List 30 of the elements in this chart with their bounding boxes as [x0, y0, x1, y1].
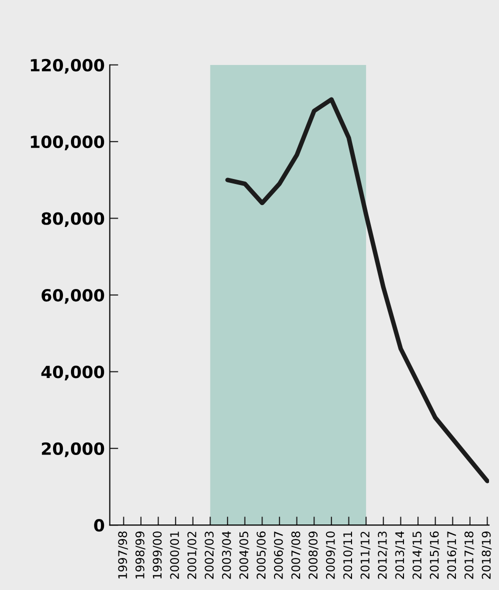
x-tick-label: 2016/17 — [447, 532, 458, 579]
x-tick-label: 2006/07 — [274, 532, 284, 579]
x-tick-label: 2009/10 — [326, 531, 336, 579]
x-tick-label: 2001/02 — [187, 532, 198, 579]
x-tick-label: 2000/01 — [170, 532, 180, 579]
x-tick-label: 2007/08 — [291, 531, 302, 579]
y-tick-label: 100,000 — [30, 136, 104, 150]
x-tick-label: 1998/99 — [135, 531, 146, 578]
y-tick-label: 120,000 — [30, 58, 104, 74]
x-tick-label: 1999/00 — [152, 531, 163, 578]
y-tick-label: 40,000 — [41, 366, 104, 380]
x-tick-label: 2012/13 — [378, 532, 388, 579]
y-tick-label: 80,000 — [42, 212, 104, 227]
x-tick-label: 2017/18 — [464, 531, 474, 579]
x-tick-label: 2004/05 — [239, 532, 250, 579]
y-tick-label: 60,000 — [42, 288, 104, 304]
x-tick-label: 2014/15 — [412, 532, 422, 579]
x-tick-label: 2002/03 — [204, 532, 215, 579]
x-tick-label: 1997/98 — [118, 531, 128, 578]
x-tick-label: 2008/09 — [308, 531, 318, 579]
x-tick-label: 2003/04 — [222, 531, 232, 579]
x-tick-label: 2018/19 — [482, 531, 492, 579]
y-tick-label: 20,000 — [42, 442, 104, 458]
x-tick-label: 2010/11 — [343, 532, 354, 579]
line-series — [225, 97, 490, 484]
y-tick-label: 0 — [94, 519, 104, 532]
x-tick-label: 2015/16 — [430, 531, 440, 579]
x-tick-label: 2011/12 — [360, 532, 370, 579]
x-tick-label: 2013/14 — [395, 531, 406, 579]
x-tick-label: 2005/06 — [256, 531, 267, 579]
